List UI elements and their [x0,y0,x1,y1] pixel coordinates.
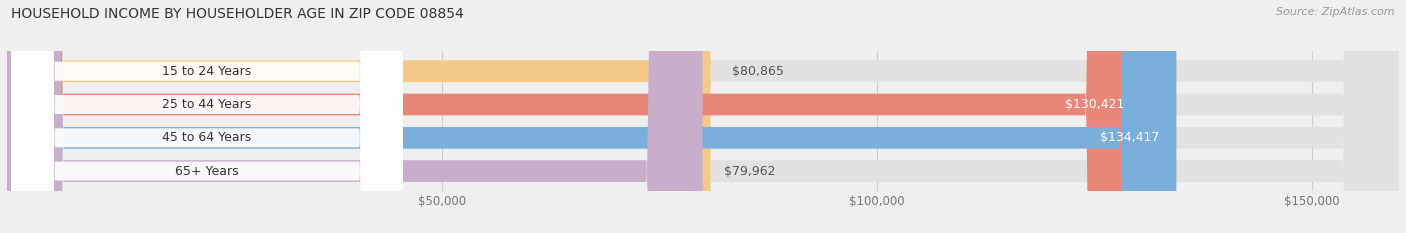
Text: 25 to 44 Years: 25 to 44 Years [163,98,252,111]
Text: $79,962: $79,962 [724,164,776,178]
Text: Source: ZipAtlas.com: Source: ZipAtlas.com [1277,7,1395,17]
Text: 65+ Years: 65+ Years [176,164,239,178]
FancyBboxPatch shape [11,0,404,233]
FancyBboxPatch shape [7,0,1399,233]
FancyBboxPatch shape [7,0,1399,233]
Text: $130,421: $130,421 [1064,98,1125,111]
FancyBboxPatch shape [7,0,1399,233]
FancyBboxPatch shape [7,0,1142,233]
Text: 45 to 64 Years: 45 to 64 Years [163,131,252,144]
Text: $134,417: $134,417 [1099,131,1159,144]
FancyBboxPatch shape [7,0,1177,233]
FancyBboxPatch shape [11,0,404,233]
FancyBboxPatch shape [7,0,1399,233]
Text: 15 to 24 Years: 15 to 24 Years [163,65,252,78]
FancyBboxPatch shape [11,0,404,233]
FancyBboxPatch shape [7,0,710,233]
Text: HOUSEHOLD INCOME BY HOUSEHOLDER AGE IN ZIP CODE 08854: HOUSEHOLD INCOME BY HOUSEHOLDER AGE IN Z… [11,7,464,21]
FancyBboxPatch shape [11,0,404,233]
FancyBboxPatch shape [7,0,703,233]
Text: $80,865: $80,865 [733,65,785,78]
